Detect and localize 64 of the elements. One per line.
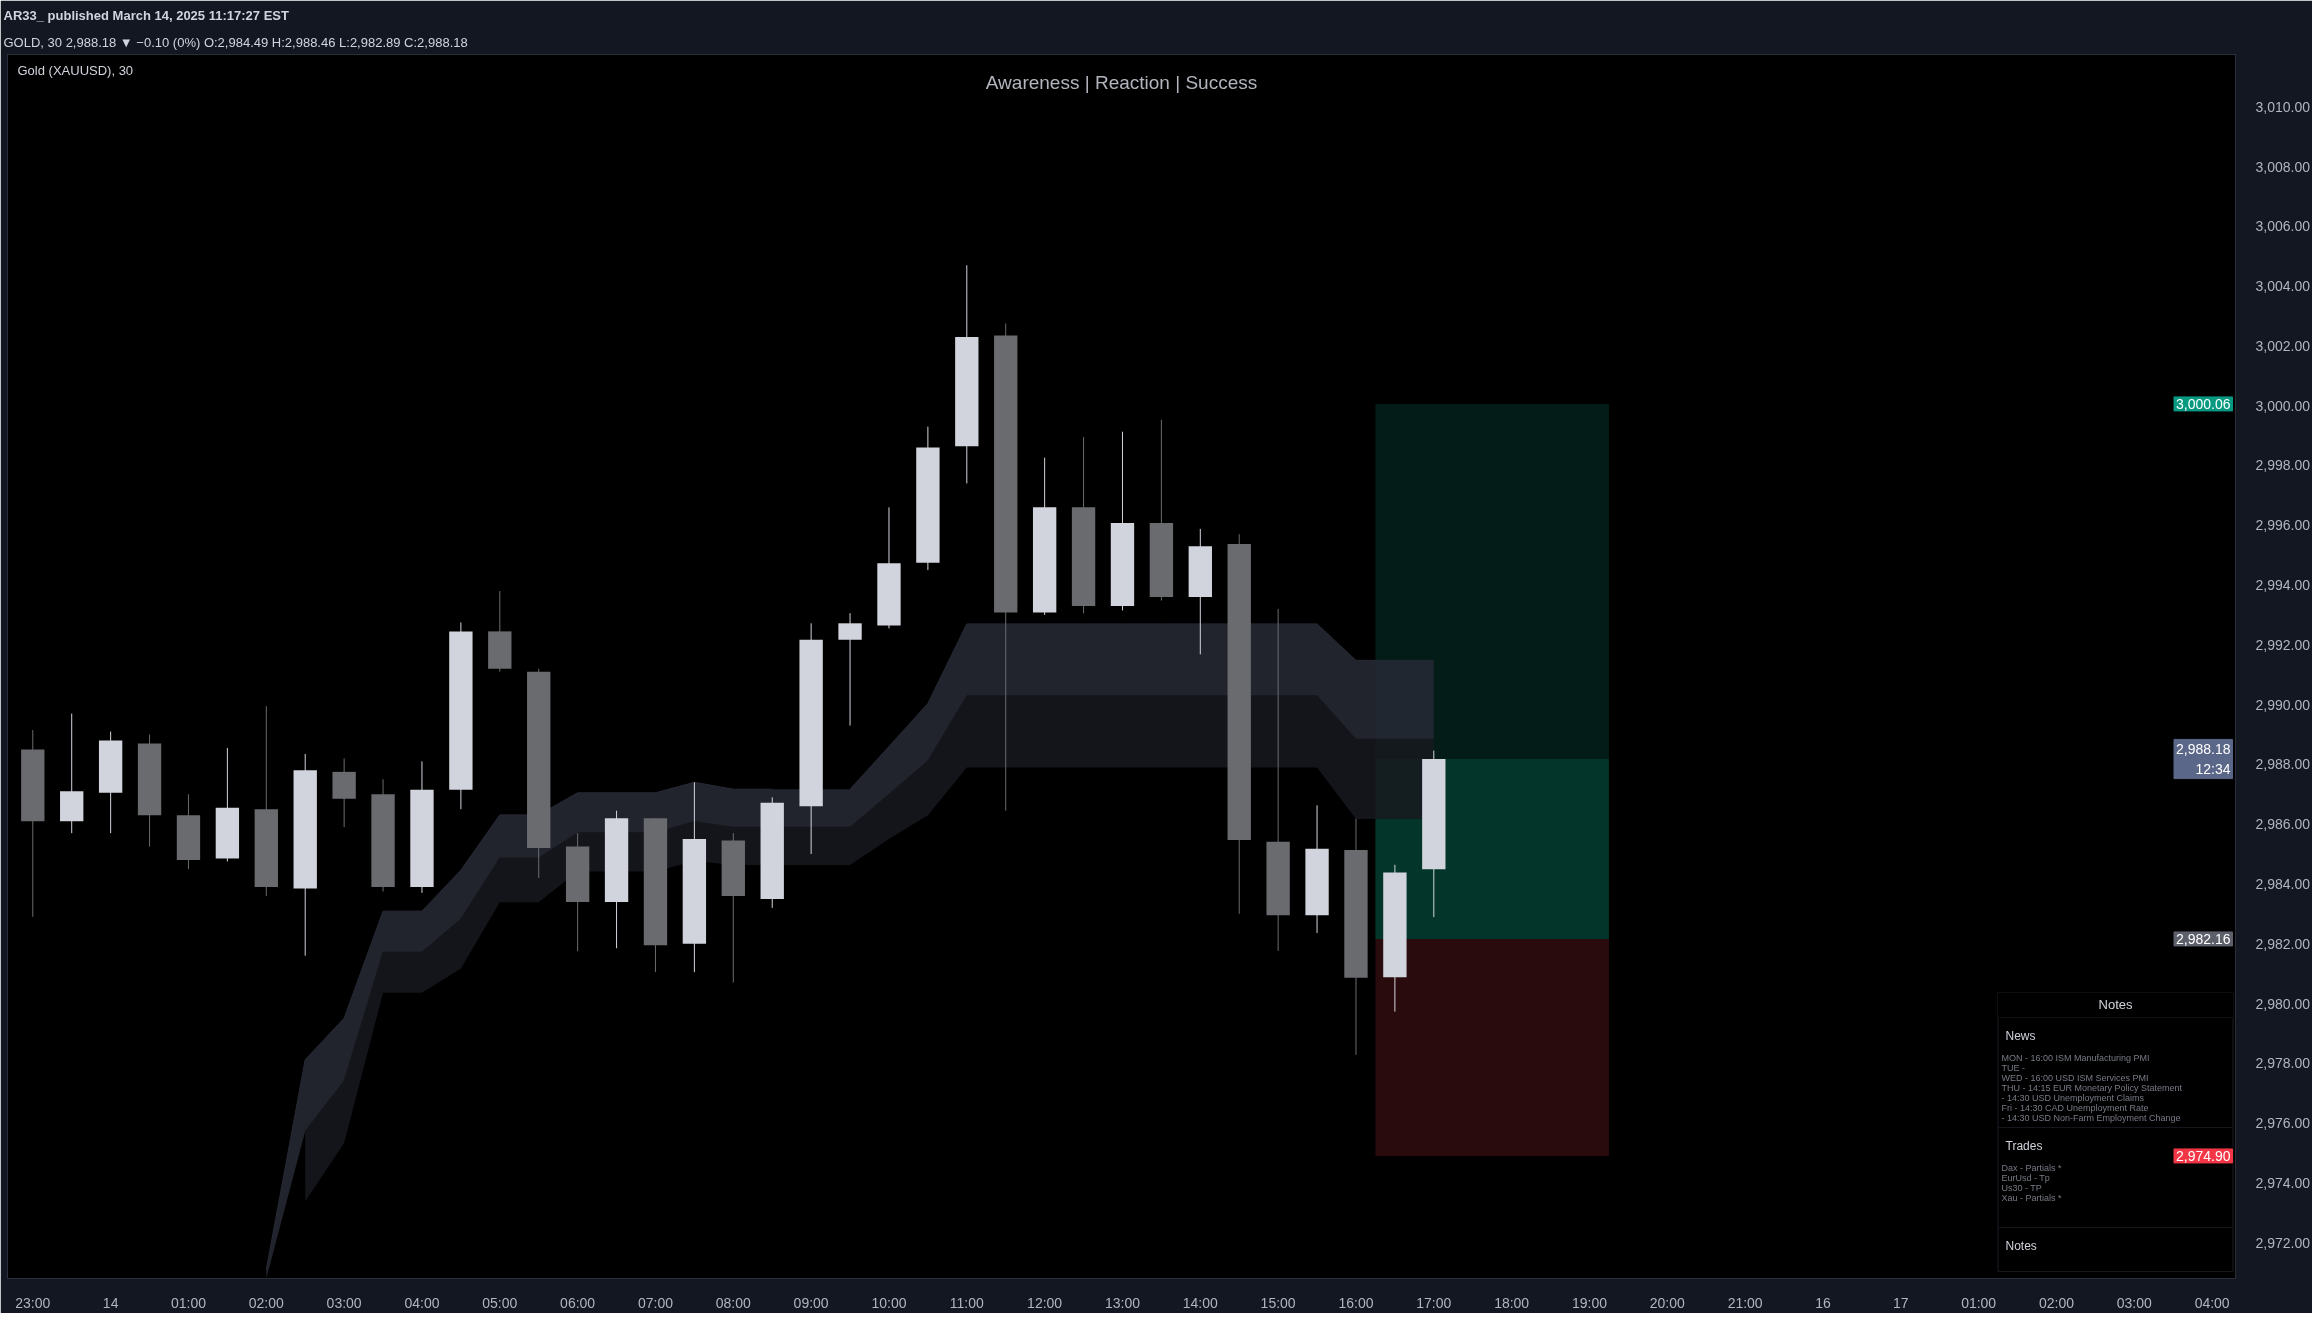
y-tick-label: 2,990.00 [2255,696,2311,713]
x-tick-label: 13:00 [1104,1294,1141,1311]
y-tick-label: 2,972.00 [2255,1234,2311,1251]
annotation: 2,982.16 [2176,930,2231,947]
y-tick-label: 2,996.00 [2255,517,2311,534]
y-tick-label: 2,980.00 [2255,995,2311,1012]
candlestick [838,612,862,727]
x-tick-label: 03:00 [326,1294,362,1311]
x-tick-label: 03:00 [2116,1294,2153,1311]
y-tick-label: 2,982.00 [2255,935,2311,952]
y-tick-label: 2,994.00 [2255,577,2311,594]
x-tick-label: 19:00 [1571,1294,1608,1311]
annotation: Trades [2005,1138,2043,1153]
annotation: Notes [2098,997,2133,1012]
x-tick-label: 18:00 [1494,1294,1530,1311]
x-tick-label: 17 [1893,1294,1909,1311]
y-tick-label: 3,004.00 [2255,278,2311,295]
text: Gold (XAUUSD), 30 [17,63,134,78]
x-tick-label: 11:00 [949,1294,985,1311]
annotation: Notes [2005,1238,2037,1253]
x-tick-label: 02:00 [2038,1294,2075,1311]
y-tick-label: 3,010.00 [2255,98,2311,115]
y-tick-label: 3,002.00 [2255,337,2311,354]
x-tick-label: 10:00 [871,1294,907,1311]
x-tick-label: 09:00 [793,1294,829,1311]
y-tick-label: 3,006.00 [2255,218,2311,235]
text: GOLD, 30 2,988.18 ▼ −0.10 (0%) O:2,984.49 H:2,988.46 L:2,982.89 C:2,988.18 [3,34,468,50]
x-tick-label: 04:00 [2194,1294,2230,1311]
x-tick-label: 01:00 [170,1294,207,1311]
x-tick-label: 21:00 [1727,1294,1763,1311]
x-tick-label: 01:00 [1961,1294,1997,1311]
y-tick-label: 2,992.00 [2255,636,2311,653]
x-tick-label: 04:00 [404,1294,440,1311]
y-tick-label: 3,000.00 [2255,397,2311,414]
y-tick-label: 2,988.00 [2255,756,2311,773]
y-tick-label: 2,974.00 [2255,1174,2311,1191]
x-tick-label: 12:00 [1027,1294,1063,1311]
x-tick-label: 06:00 [560,1294,596,1311]
annotation: 2,988.18 12:34 [2176,741,2231,777]
y-tick-label: 2,984.00 [2255,875,2311,892]
x-tick-label: 08:00 [715,1294,752,1311]
x-tick-label: 02:00 [248,1294,285,1311]
x-tick-label: 15:00 [1260,1294,1296,1311]
annotation: 2,974.90 [2176,1147,2231,1164]
text: Awareness | Reaction | Success [985,72,1258,93]
y-tick-label: 2,986.00 [2255,816,2311,833]
annotation: Dax - Partials * EurUsd - Tp Us30 - TP Xau - Partials * [2001,1162,2063,1203]
y-tick-label: 3,008.00 [2255,158,2311,175]
annotation: News [2005,1028,2036,1043]
x-tick-label: 23:00 [15,1294,51,1311]
annotation: MON - 16:00 ISM Manufacturing PMI TUE - WED - 16:00 USD ISM Services PMI THU - 14:15 EUR Monetary Policy Statement - 14:30 USD Unemployment Claims Fri - 14:30 CAD Unemployment Rate - 14:30 USD Non-Farm Employment Change [2001,1052,2183,1123]
text: AR33_ published March 14, 2025 11:17:27 EST [3,7,289,23]
x-tick-label: 17:00 [1416,1294,1452,1311]
x-tick-label: 14 [102,1294,119,1311]
x-tick-label: 07:00 [637,1294,674,1311]
annotation: 3,000.06 [2176,395,2231,412]
x-tick-label: 16:00 [1338,1294,1374,1311]
x-tick-label: 20:00 [1649,1294,1686,1311]
y-tick-label: 2,978.00 [2255,1055,2311,1072]
y-tick-label: 2,998.00 [2255,457,2311,474]
x-tick-label: 16 [1815,1294,1831,1311]
y-tick-label: 2,976.00 [2255,1115,2311,1132]
x-tick-label: 14:00 [1182,1294,1219,1311]
x-tick-label: 05:00 [482,1294,518,1311]
